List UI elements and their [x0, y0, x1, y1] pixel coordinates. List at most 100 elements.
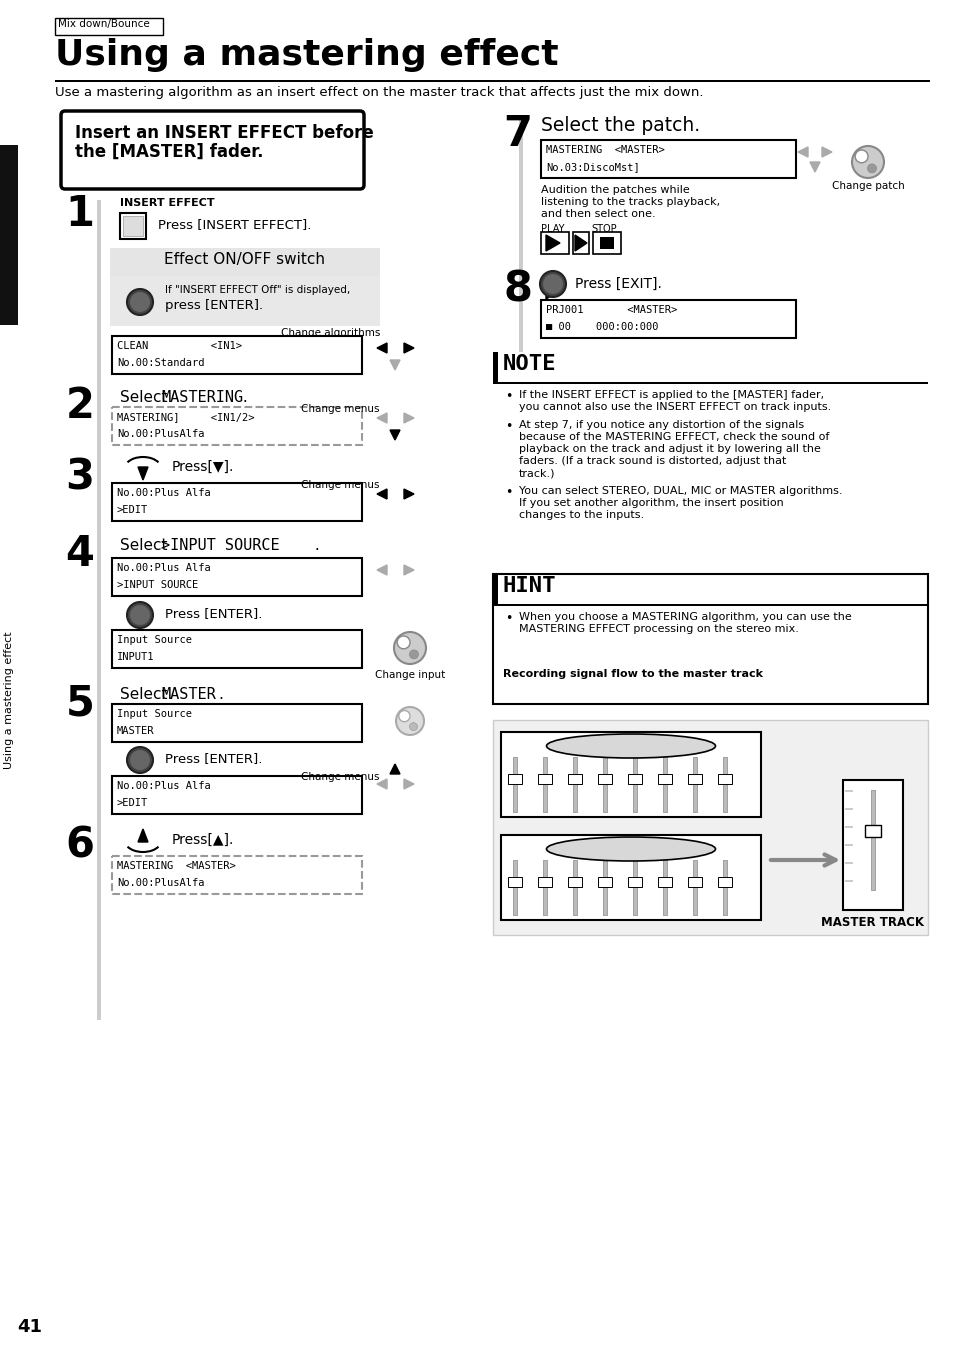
- Text: If you set another algorithm, the insert position: If you set another algorithm, the insert…: [518, 498, 783, 508]
- Text: If the INSERT EFFECT is applied to the [MASTER] fader,: If the INSERT EFFECT is applied to the […: [518, 390, 823, 399]
- Text: .: .: [237, 390, 248, 405]
- Bar: [537, 877, 552, 887]
- Text: Recording signal flow to the master track: Recording signal flow to the master trac…: [502, 669, 762, 678]
- Polygon shape: [797, 148, 807, 157]
- Bar: [573, 232, 588, 255]
- Polygon shape: [376, 565, 387, 575]
- Text: 1: 1: [66, 194, 94, 236]
- Text: faders. (If a track sound is distorted, adjust that: faders. (If a track sound is distorted, …: [518, 456, 785, 466]
- Polygon shape: [138, 467, 148, 481]
- Circle shape: [130, 291, 151, 313]
- Bar: [537, 774, 552, 784]
- Circle shape: [130, 749, 151, 770]
- Text: .: .: [310, 538, 319, 552]
- Polygon shape: [403, 779, 414, 789]
- Bar: [602, 757, 606, 812]
- Bar: [842, 780, 902, 910]
- Text: and then select one.: and then select one.: [540, 209, 655, 219]
- Bar: [493, 382, 927, 383]
- Bar: [112, 776, 361, 814]
- Text: At step 7, if you notice any distortion of the signals: At step 7, if you notice any distortion …: [518, 420, 803, 431]
- Text: No.00:PlusAlfa: No.00:PlusAlfa: [117, 429, 204, 439]
- Circle shape: [409, 650, 418, 659]
- Text: Input Source: Input Source: [117, 635, 192, 645]
- Text: >INPUT SOURCE: >INPUT SOURCE: [161, 538, 279, 552]
- Text: MASTERING]     <IN1/2>: MASTERING] <IN1/2>: [117, 412, 254, 422]
- Circle shape: [866, 164, 876, 173]
- Text: Press[▲].: Press[▲].: [172, 833, 234, 848]
- Text: ■ 00    000:00:000: ■ 00 000:00:000: [545, 322, 658, 332]
- Bar: [55, 18, 163, 35]
- Text: ENTER: ENTER: [127, 612, 152, 617]
- Circle shape: [127, 288, 152, 315]
- Circle shape: [541, 274, 563, 295]
- Bar: [692, 757, 697, 812]
- Bar: [110, 276, 379, 326]
- Text: Press [INSERT EFFECT].: Press [INSERT EFFECT].: [158, 218, 311, 232]
- Circle shape: [127, 603, 152, 628]
- Bar: [633, 860, 637, 915]
- Bar: [540, 232, 568, 255]
- Bar: [692, 860, 697, 915]
- Bar: [500, 733, 760, 816]
- Text: Select: Select: [120, 538, 172, 552]
- Bar: [864, 825, 880, 837]
- Text: 5: 5: [66, 682, 94, 724]
- Text: MASTERING  <MASTER>: MASTERING <MASTER>: [545, 145, 664, 154]
- Text: 6: 6: [66, 825, 94, 867]
- Text: Change input: Change input: [375, 670, 445, 680]
- Text: Press [ENTER].: Press [ENTER].: [165, 607, 262, 620]
- Text: track.): track.): [518, 468, 555, 478]
- Text: TRACK 9 - 16: TRACK 9 - 16: [585, 842, 676, 854]
- Text: •: •: [504, 390, 512, 403]
- Bar: [513, 757, 517, 812]
- Bar: [518, 121, 522, 475]
- Bar: [112, 483, 361, 521]
- Text: playback on the track and adjust it by lowering all the: playback on the track and adjust it by l…: [518, 444, 820, 454]
- Bar: [120, 213, 146, 240]
- Bar: [112, 408, 361, 445]
- Text: STOP: STOP: [590, 223, 616, 234]
- Ellipse shape: [546, 734, 715, 758]
- Text: Audition the patches while: Audition the patches while: [540, 185, 689, 195]
- Bar: [493, 720, 927, 936]
- Text: 7: 7: [503, 112, 532, 154]
- Polygon shape: [809, 162, 820, 172]
- Bar: [97, 200, 101, 1020]
- Text: MASTERING  <MASTER>: MASTERING <MASTER>: [117, 861, 235, 871]
- Polygon shape: [390, 360, 399, 370]
- Text: you cannot also use the INSERT EFFECT on track inputs.: you cannot also use the INSERT EFFECT on…: [518, 402, 830, 412]
- Text: listening to the tracks playback,: listening to the tracks playback,: [540, 196, 720, 207]
- Bar: [55, 80, 929, 81]
- Text: Change menus: Change menus: [301, 772, 379, 783]
- Bar: [598, 877, 612, 887]
- Bar: [602, 860, 606, 915]
- Text: Press[▼].: Press[▼].: [172, 460, 234, 474]
- Text: MASTERING: MASTERING: [161, 390, 243, 405]
- Bar: [844, 862, 852, 864]
- Text: No.00:Standard: No.00:Standard: [117, 357, 204, 368]
- Text: Select: Select: [120, 390, 172, 405]
- Text: .: .: [218, 686, 223, 701]
- Text: Change menus: Change menus: [301, 481, 379, 490]
- FancyBboxPatch shape: [61, 111, 364, 190]
- Text: >EDIT: >EDIT: [117, 505, 148, 515]
- Text: Change menus: Change menus: [301, 403, 379, 414]
- Circle shape: [854, 150, 867, 162]
- Text: PLAY: PLAY: [540, 223, 564, 234]
- Bar: [542, 757, 546, 812]
- Bar: [662, 757, 666, 812]
- Polygon shape: [390, 764, 399, 774]
- Text: Insert an INSERT EFFECT before: Insert an INSERT EFFECT before: [75, 125, 374, 142]
- Bar: [722, 757, 726, 812]
- Circle shape: [539, 271, 565, 297]
- Bar: [627, 877, 641, 887]
- Bar: [722, 860, 726, 915]
- Text: Input Source: Input Source: [117, 709, 192, 719]
- Bar: [844, 808, 852, 810]
- Bar: [507, 877, 521, 887]
- Ellipse shape: [546, 837, 715, 861]
- Bar: [507, 774, 521, 784]
- Bar: [112, 704, 361, 742]
- Bar: [493, 604, 927, 605]
